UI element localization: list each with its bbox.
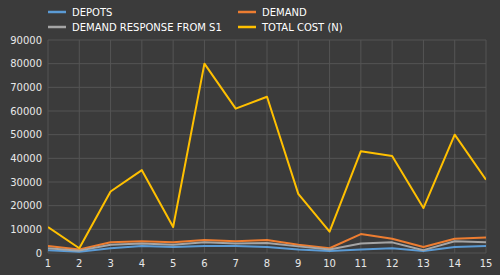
x-grid-line [79,40,80,253]
x-grid-line [48,40,49,253]
x-tick-label: 15 [480,258,493,269]
x-tick-label: 13 [417,258,430,269]
legend-label: DEMAND [262,7,307,18]
legend: DEPOTS DEMAND DEMAND RESPONSE FROM S1 TOTAL… [48,7,343,33]
x-tick-label: 2 [76,258,82,269]
axes: 0 10000 20000 30000 40000 50000 60000 70000 8000… [10,35,492,270]
x-grid-line [392,40,393,253]
x-grid-line [423,40,424,253]
chart: 0 10000 20000 30000 40000 50000 60000 70000 8000… [0,0,500,275]
legend-label: DEMAND RESPONSE FROM S1 [72,22,222,33]
series-line [48,234,486,249]
y-tick-label: 30000 [10,177,42,188]
y-tick-label: 70000 [10,82,42,93]
x-tick-label: 6 [201,258,207,269]
x-grid-line [110,40,111,253]
y-tick-label: 40000 [10,153,42,164]
y-tick-label: 90000 [10,35,42,46]
x-grid-line [298,40,299,253]
x-tick-label: 8 [264,258,270,269]
x-tick-label: 4 [139,258,145,269]
x-tick-label: 9 [295,258,301,269]
y-tick-label: 80000 [10,58,42,69]
y-tick-label: 60000 [10,106,42,117]
y-tick-label: 50000 [10,129,42,140]
x-grid-line [329,40,330,253]
legend-label: DEPOTS [72,7,112,18]
x-tick-label: 11 [354,258,367,269]
x-tick-label: 5 [170,258,176,269]
x-grid-line [486,40,487,253]
legend-label: TOTAL COST (N) [261,22,343,33]
x-tick-label: 14 [448,258,461,269]
y-tick-label: 10000 [10,224,42,235]
x-grid-line [204,40,205,253]
x-tick-label: 12 [386,258,399,269]
x-grid-line [141,40,142,253]
x-grid-line [267,40,268,253]
background [0,0,500,275]
x-tick-label: 10 [323,258,336,269]
legend-swatch [48,26,66,29]
series-line [48,64,486,249]
x-grid-line [360,40,361,253]
legend-swatch [238,11,256,14]
series-line [48,241,486,250]
legend-swatch [238,26,256,29]
x-tick-label: 7 [233,258,239,269]
y-tick-label: 0 [36,248,42,259]
legend-swatch [48,11,66,14]
x-grid-line [235,40,236,253]
lines [48,64,486,252]
x-grid-line [454,40,455,253]
y-tick-label: 20000 [10,200,42,211]
x-tick-label: 3 [107,258,113,269]
grid [48,40,486,253]
x-tick-label: 1 [45,258,51,269]
